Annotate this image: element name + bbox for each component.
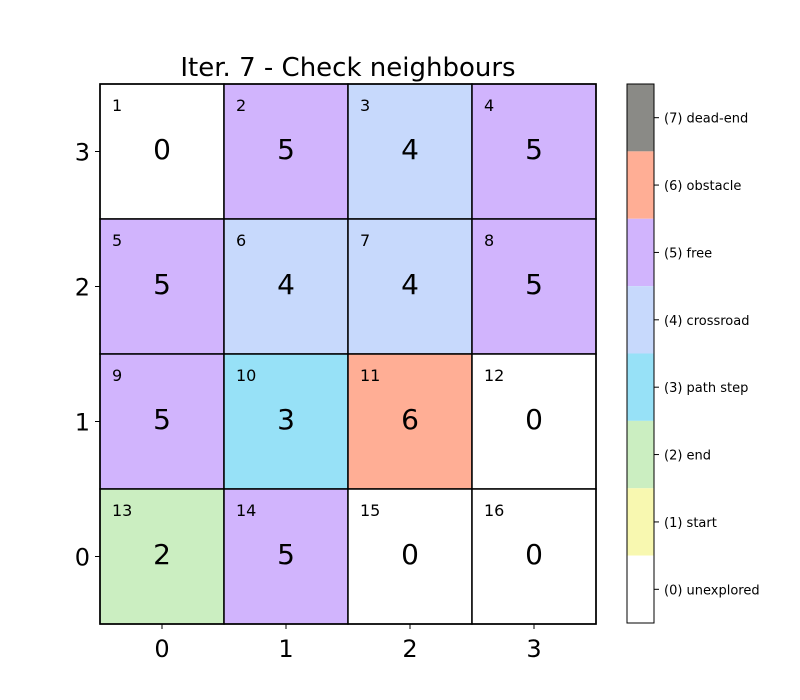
cell-value-label: 0	[525, 538, 543, 571]
cell-index-label: 2	[236, 96, 246, 115]
cell-index-label: 3	[360, 96, 370, 115]
grid-cell	[471, 488, 597, 625]
grid-cell	[471, 83, 597, 220]
colorbar-legend: (7) dead-end (6) obstacle (5) free (4) cros…	[626, 83, 760, 624]
grid-cell	[99, 488, 225, 625]
x-tick-label: 0	[154, 635, 169, 663]
cell-value-label: 5	[153, 268, 171, 301]
cell-value-label: 6	[401, 403, 419, 436]
grid-cell	[223, 218, 349, 355]
cell-value-label: 5	[525, 133, 543, 166]
plot-frame	[99, 83, 597, 625]
chart-title: Iter. 7 - Check neighbours	[180, 53, 515, 83]
colorbar-label: (4) crossroad	[664, 314, 749, 329]
cell-value-label: 4	[277, 268, 295, 301]
grid-cell	[471, 218, 597, 355]
colorbar-label: (7) dead-end	[664, 112, 748, 127]
x-tick-label: 1	[278, 635, 293, 663]
colorbar-label: (2) end	[664, 449, 711, 464]
cell-index-label: 7	[360, 231, 370, 250]
x-axis: 0 1 2 3	[154, 624, 542, 663]
colorbar-label: (1) start	[664, 516, 717, 531]
cell-value-label: 3	[277, 403, 295, 436]
colorbar-label: (3) path step	[664, 381, 748, 396]
cell-value-label: 5	[277, 538, 295, 571]
cell-index-label: 1	[112, 96, 122, 115]
colorbar-segment	[627, 151, 654, 219]
cell-value-label: 4	[401, 268, 419, 301]
colorbar-segment	[627, 420, 654, 489]
cell-value-label: 5	[277, 133, 295, 166]
grid-cell	[347, 488, 473, 625]
cell-index-label: 16	[484, 501, 504, 520]
cell-value-label: 0	[153, 133, 171, 166]
cell-value-label: 4	[401, 133, 419, 166]
colorbar-label: (6) obstacle	[664, 179, 741, 194]
y-axis: 0 1 2 3	[75, 139, 100, 572]
y-tick-label: 1	[75, 409, 90, 437]
colorbar-segment	[627, 84, 654, 152]
colorbar-label: (5) free	[664, 246, 712, 261]
cell-value-label: 0	[525, 403, 543, 436]
grid-cell	[223, 83, 349, 220]
cell-index-label: 10	[236, 366, 256, 385]
cell-value-label: 0	[401, 538, 419, 571]
colorbar-segment	[627, 286, 654, 354]
cell-index-label: 14	[236, 501, 256, 520]
colorbar-segment	[627, 488, 654, 556]
cell-index-label: 8	[484, 231, 494, 250]
cell-index-label: 12	[484, 366, 504, 385]
colorbar-segment	[627, 555, 654, 623]
cell-value-label: 2	[153, 538, 171, 571]
cell-index-label: 13	[112, 501, 132, 520]
cell-index-label: 15	[360, 501, 380, 520]
grid-cell	[99, 218, 225, 355]
cell-index-label: 6	[236, 231, 246, 250]
grid-cell	[223, 353, 349, 490]
grid-cell	[223, 488, 349, 625]
y-tick-label: 0	[75, 544, 90, 572]
grid-cell	[99, 83, 225, 220]
colorbar-label: (0) unexplored	[664, 583, 760, 598]
colorbar-segment	[627, 218, 654, 287]
cell-value-label: 5	[153, 403, 171, 436]
y-tick-label: 3	[75, 139, 90, 167]
colorbar-segment	[627, 353, 654, 421]
cell-index-label: 9	[112, 366, 122, 385]
grid-cell	[471, 353, 597, 490]
x-tick-label: 3	[526, 635, 541, 663]
cell-index-label: 5	[112, 231, 122, 250]
cell-value-label: 5	[525, 268, 543, 301]
y-tick-label: 2	[75, 274, 90, 302]
cell-index-label: 4	[484, 96, 494, 115]
x-tick-label: 2	[402, 635, 417, 663]
cell-index-label: 11	[360, 366, 380, 385]
colorbar-frame	[626, 83, 655, 624]
